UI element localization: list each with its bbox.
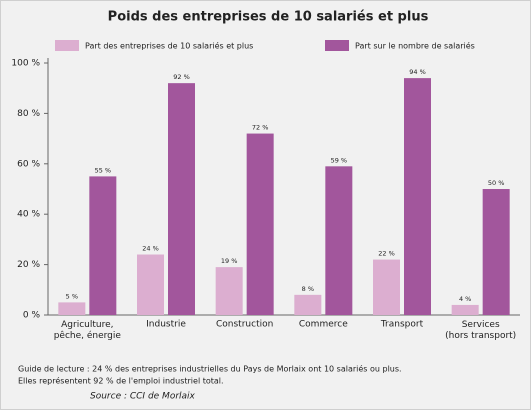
x-tick-label: Commerce [299,320,348,330]
data-label: 50 % [488,179,505,187]
data-label: 59 % [331,156,348,164]
data-label: 19 % [221,257,238,265]
data-label: 24 % [142,245,159,253]
legend-label: Part sur le nombre de salariés [355,41,475,51]
data-label: 92 % [173,73,190,81]
x-tick-label: Construction [216,320,273,330]
data-label: 94 % [409,68,426,76]
x-tick-label: Agriculture, pêche, énergie [54,320,122,341]
annotation: Elles représentent 92 % de l'emploi indu… [18,376,224,386]
y-tick-label: 80 % [17,109,40,119]
y-tick-label: 40 % [17,210,40,220]
bar [246,133,274,315]
legend-swatch [325,40,349,51]
legend-label: Part des entreprises de 10 salariés et p… [85,41,253,51]
bar [137,254,164,315]
bar [325,166,353,315]
data-label: 22 % [378,250,395,258]
chart-title: Poids des entreprises de 10 salariés et … [108,10,429,25]
bar [58,302,86,315]
bar [451,304,479,315]
y-tick-label: 20 % [17,260,40,270]
data-label: 8 % [302,285,314,293]
legend-swatch [55,40,79,51]
bar [89,176,117,315]
annotation: Guide de lecture : 24 % des entreprises … [18,364,402,374]
data-label: 72 % [252,124,269,132]
y-tick-label: 60 % [17,159,40,169]
source: Source : CCI de Morlaix [90,392,196,402]
bar [404,78,431,316]
bar [482,189,510,315]
data-label: 55 % [95,166,112,174]
x-tick-label: Services (hors transport) [445,320,516,341]
y-tick-label: 100 % [11,59,40,69]
data-label: 4 % [459,295,471,303]
bar [294,294,322,315]
x-tick-label: Transport [380,320,424,330]
bar [168,83,195,315]
data-label: 5 % [66,292,78,300]
bar [215,267,243,315]
y-tick-label: 0 % [23,311,41,321]
x-tick-label: Industrie [146,320,186,330]
bar [373,259,400,315]
